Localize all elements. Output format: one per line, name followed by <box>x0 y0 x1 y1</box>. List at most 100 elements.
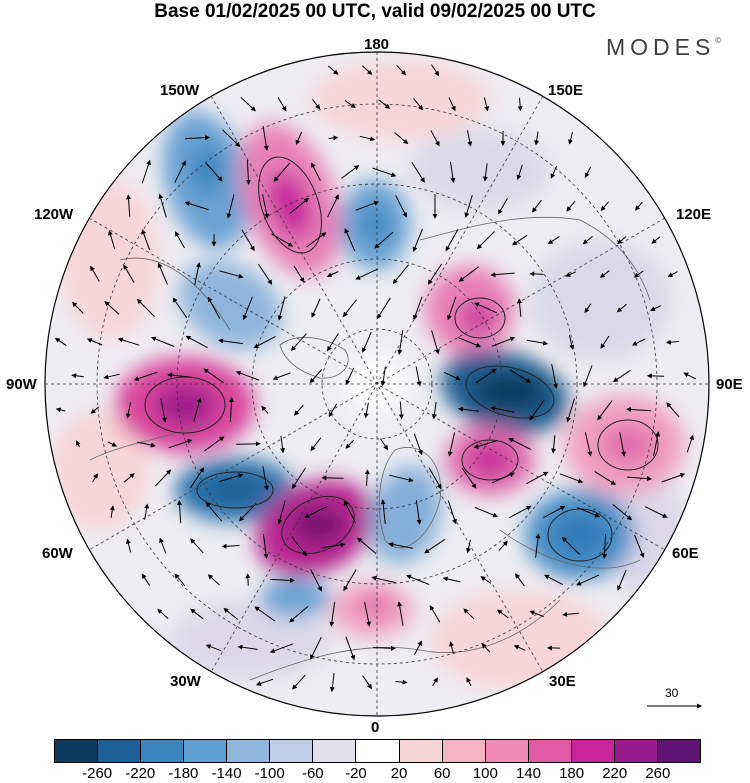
wind-arrow <box>364 469 370 486</box>
wind-arrow <box>309 369 323 384</box>
wind-arrow <box>242 296 253 321</box>
wind-arrow <box>626 406 652 412</box>
wind-arrow <box>185 335 208 349</box>
wind-arrow <box>597 400 613 421</box>
wind-arrow <box>526 471 549 485</box>
wind-arrow <box>177 499 183 524</box>
wind-arrow <box>289 605 309 623</box>
wind-arrow <box>568 334 575 350</box>
wind-arrow <box>377 297 391 320</box>
wind-arrow <box>412 296 423 321</box>
wind-arrow <box>496 609 509 619</box>
wind-arrow <box>397 601 404 626</box>
wind-arrow <box>222 129 241 147</box>
wind-arrow <box>509 369 532 383</box>
wind-arrow <box>345 636 356 661</box>
wind-arrow <box>311 298 321 318</box>
wind-arrow <box>207 574 220 586</box>
wind-arrow <box>219 270 244 279</box>
wind-arrow <box>310 569 322 592</box>
wind-arrow <box>666 402 680 418</box>
wind-arrow <box>526 339 549 346</box>
wind-arrow <box>327 333 339 352</box>
wind-arrow <box>547 235 560 245</box>
wind-arrow <box>551 364 558 389</box>
wind-arrow <box>155 469 172 487</box>
wind-arrow <box>159 537 167 554</box>
wind-arrow <box>253 335 276 349</box>
wind-arrow <box>457 336 482 348</box>
wind-arrow <box>293 265 305 283</box>
colorbar-segment <box>98 740 142 762</box>
wind-arrow <box>511 234 528 246</box>
wind-arrow <box>616 303 627 313</box>
logo-text: MODES <box>606 34 716 60</box>
wind-arrow <box>480 576 492 584</box>
wind-arrow <box>565 271 577 277</box>
wind-arrow <box>344 228 356 252</box>
wind-arrow <box>534 131 540 146</box>
wind-arrow <box>117 337 140 346</box>
wind-arrow <box>343 569 357 592</box>
wind-arrow <box>329 672 335 693</box>
wind-arrow <box>617 569 627 591</box>
wind-arrow <box>359 135 376 142</box>
colorbar-segment <box>657 740 700 762</box>
wind-arrow <box>312 98 321 110</box>
wind-arrow <box>461 467 477 489</box>
wind-arrow <box>204 436 225 452</box>
wind-arrow <box>262 466 269 491</box>
wind-arrow <box>473 440 498 449</box>
wind-vectors <box>54 64 697 693</box>
wind-arrow <box>450 161 456 184</box>
wind-arrow <box>566 200 576 212</box>
wind-arrow <box>277 97 287 112</box>
wind-arrow <box>424 538 446 554</box>
wind-arrow <box>584 166 592 178</box>
wind-arrow <box>207 296 221 319</box>
wind-arrow <box>665 339 680 345</box>
wind-arrow <box>364 602 372 627</box>
wind-arrow <box>396 64 407 76</box>
wind-arrow <box>415 500 422 525</box>
wind-arrow <box>651 236 661 244</box>
wind-arrow <box>269 577 295 583</box>
wind-arrow <box>321 542 346 549</box>
colorbar-tick-label: -20 <box>345 765 367 782</box>
wind-arrow <box>442 576 461 583</box>
wind-arrow <box>189 467 205 489</box>
wind-arrow <box>458 266 479 282</box>
wind-arrow <box>372 167 397 177</box>
wind-arrow <box>529 610 544 618</box>
wind-arrow <box>544 574 564 586</box>
wind-arrow <box>483 97 490 112</box>
wind-arrow <box>345 367 355 386</box>
colorbar-segment <box>141 740 185 762</box>
lon-label-60e: 60E <box>672 545 699 562</box>
contour-lines <box>144 156 659 562</box>
wind-arrow <box>190 538 204 554</box>
wind-arrow <box>516 164 523 181</box>
wind-arrow <box>412 228 423 253</box>
wind-arrow <box>449 641 454 655</box>
wind-arrow <box>262 534 269 559</box>
wind-arrow <box>345 439 355 449</box>
wind-arrow <box>136 298 155 317</box>
wind-arrow <box>475 368 497 384</box>
colorbar-tick-label: -60 <box>301 765 324 782</box>
wind-arrow <box>363 402 369 419</box>
anomaly-shading <box>50 60 690 690</box>
wind-arrow <box>184 201 209 211</box>
colorbar-segment <box>356 740 400 762</box>
wind-arrow <box>261 405 269 414</box>
wind-arrow <box>104 301 120 315</box>
wind-arrow <box>481 643 491 653</box>
wind-arrow <box>612 504 633 521</box>
wind-arrow <box>262 194 270 219</box>
wind-arrow <box>498 197 508 215</box>
wind-arrow <box>414 640 422 655</box>
wind-arrow <box>295 131 303 145</box>
colorbar-segment <box>485 740 529 762</box>
wind-arrow <box>392 264 409 285</box>
